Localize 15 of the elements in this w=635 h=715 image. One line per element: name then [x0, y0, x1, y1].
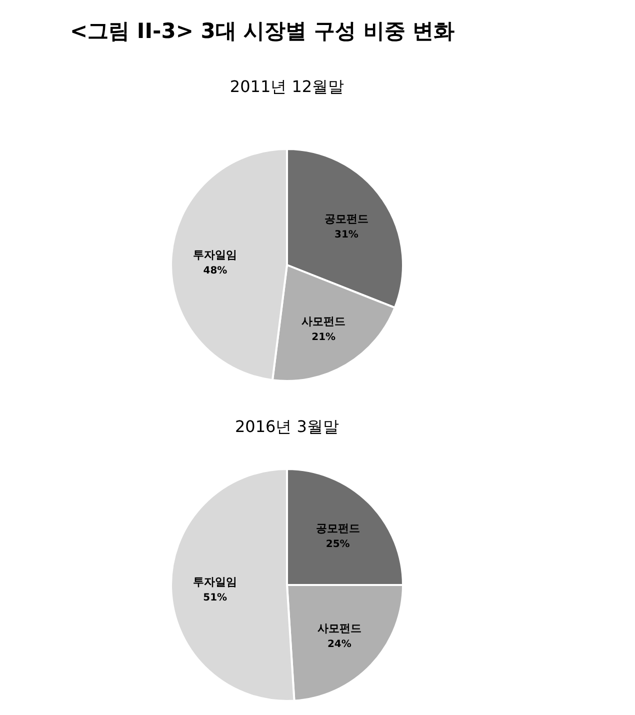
slice-label: 사모펀드 — [302, 314, 346, 328]
slice-label: 공모펀드 — [316, 522, 360, 536]
data-label: 48% — [203, 265, 228, 276]
data-label: 25% — [326, 539, 350, 550]
data-label: 24% — [327, 639, 352, 650]
slice-label: 투자일임 — [193, 575, 238, 588]
chart-title: <그림 II-3> 3대 시장별 구성 비중 변화 — [70, 19, 455, 43]
slice-label: 사모펀드 — [317, 622, 362, 636]
slice-label: 공모펀드 — [324, 212, 368, 226]
data-label: 31% — [334, 230, 358, 241]
chart-title: 2016년 3월말 — [235, 417, 339, 436]
chart-subtitle: 2011년 12월말 — [230, 77, 344, 96]
data-label: 51% — [203, 592, 228, 604]
data-label: 21% — [312, 332, 336, 343]
slice-label: 투자일임 — [193, 248, 238, 262]
